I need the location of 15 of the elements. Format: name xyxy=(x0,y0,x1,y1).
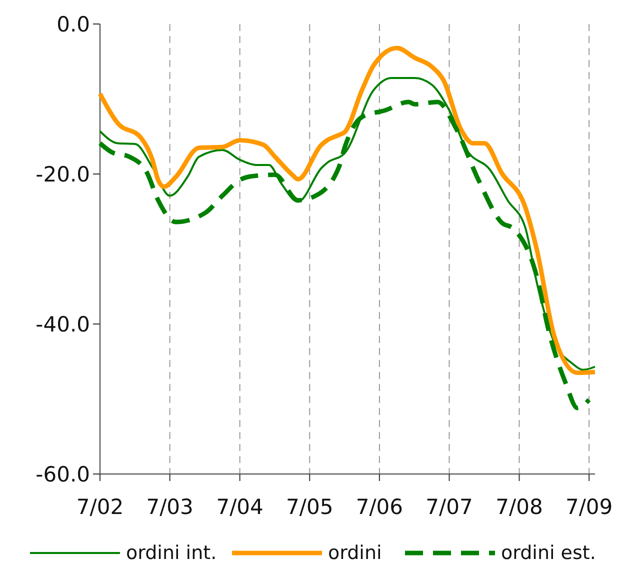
x-tick-label: 7/09 xyxy=(565,495,613,519)
x-tick-label: 7/07 xyxy=(426,495,473,519)
y-tick-label: 0.0 xyxy=(56,12,90,36)
legend-label: ordini est. xyxy=(501,542,596,564)
x-tick-label: 7/08 xyxy=(496,495,543,519)
x-tick-label: 7/03 xyxy=(146,495,194,519)
x-tick-label: 7/02 xyxy=(76,495,124,519)
x-tick-label: 7/06 xyxy=(356,495,404,519)
y-tick-label: -20.0 xyxy=(36,162,90,186)
legend-label: ordini int. xyxy=(126,542,217,564)
legend-label: ordini xyxy=(328,542,382,564)
y-tick-label: -40.0 xyxy=(36,312,90,336)
x-tick-label: 7/05 xyxy=(286,495,334,519)
y-tick-label: -60.0 xyxy=(36,462,90,486)
x-tick-label: 7/04 xyxy=(216,495,264,519)
